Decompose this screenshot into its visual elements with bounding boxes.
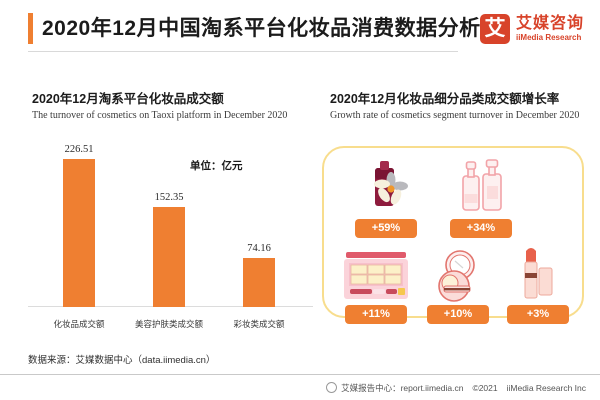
product-item-powder: +10% — [416, 240, 500, 324]
spray-bottles-icon — [439, 154, 523, 218]
right-panel-title: 2020年12月化妆品细分品类成交额增长率 — [330, 92, 560, 106]
bar-category-label: 化妆品成交额 — [53, 319, 105, 329]
footer-divider — [0, 374, 600, 375]
header-accent-bar — [28, 13, 33, 44]
bar-column[interactable] — [243, 258, 275, 307]
bar-value-label: 152.35 — [154, 192, 184, 203]
bar-category-label: 美容护肤类成交额 — [134, 319, 204, 329]
product-item-skincare: +34% — [439, 154, 523, 238]
data-source-note: 数据来源：艾媒数据中心（data.iimedia.cn） — [28, 355, 216, 366]
growth-rate-panel: +59% +34% — [322, 146, 584, 324]
growth-badge: +34% — [450, 219, 512, 238]
report-center-link[interactable]: 艾媒报告中心：report.iimedia.cn — [341, 382, 464, 393]
logo-glyph-icon: 艾 — [479, 14, 510, 44]
growth-badge: +10% — [427, 305, 489, 324]
bar-column[interactable] — [153, 207, 185, 307]
bar-value-label: 226.51 — [64, 144, 94, 155]
perfume-bottle-icon — [344, 154, 428, 218]
product-item-lipstick: +3% — [496, 240, 580, 324]
header-divider — [28, 51, 458, 52]
chart-unit-label: 单位：亿元 — [190, 160, 243, 172]
turnover-bar-chart: 单位：亿元 226.51 化妆品成交额 152.35 美容护肤类成交额 74.1… — [28, 140, 313, 340]
growth-badge: +59% — [355, 219, 417, 238]
iimedia-logo: 艾 艾媒咨询 iiMedia Research — [479, 11, 584, 47]
company-name: iiMedia Research Inc — [506, 382, 586, 393]
left-panel-subtitle: The turnover of cosmetics on Taoxi platf… — [32, 110, 288, 121]
footer-bar: 艾媒报告中心：report.iimedia.cn ©2021 iiMedia R… — [0, 375, 600, 400]
page-header: 2020年12月中国淘系平台化妆品消费数据分析 艾 艾媒咨询 iiMedia R… — [0, 0, 600, 58]
bar-value-label: 74.16 — [247, 243, 271, 254]
growth-badge: +11% — [345, 305, 407, 324]
copyright-year: ©2021 — [472, 382, 498, 393]
footer-logo-icon — [326, 382, 338, 393]
page-title: 2020年12月中国淘系平台化妆品消费数据分析 — [42, 17, 481, 40]
product-item-eyeshadow: +11% — [334, 240, 418, 324]
logo-name-cn: 艾媒咨询 — [515, 15, 584, 32]
lipstick-icon — [496, 240, 580, 304]
logo-text-block: 艾媒咨询 iiMedia Research — [516, 15, 584, 43]
product-item-perfume: +59% — [344, 154, 428, 238]
left-panel-title: 2020年12月淘系平台化妆品成交额 — [32, 92, 224, 106]
logo-name-en: iiMedia Research — [515, 33, 582, 42]
bar-category-label: 彩妆类成交额 — [233, 319, 285, 329]
growth-badge: +3% — [507, 305, 569, 324]
right-panel-subtitle: Growth rate of cosmetics segment turnove… — [330, 110, 580, 121]
eyeshadow-palette-icon — [334, 240, 418, 304]
bar-column[interactable] — [63, 159, 95, 307]
compact-powder-icon — [416, 240, 500, 304]
